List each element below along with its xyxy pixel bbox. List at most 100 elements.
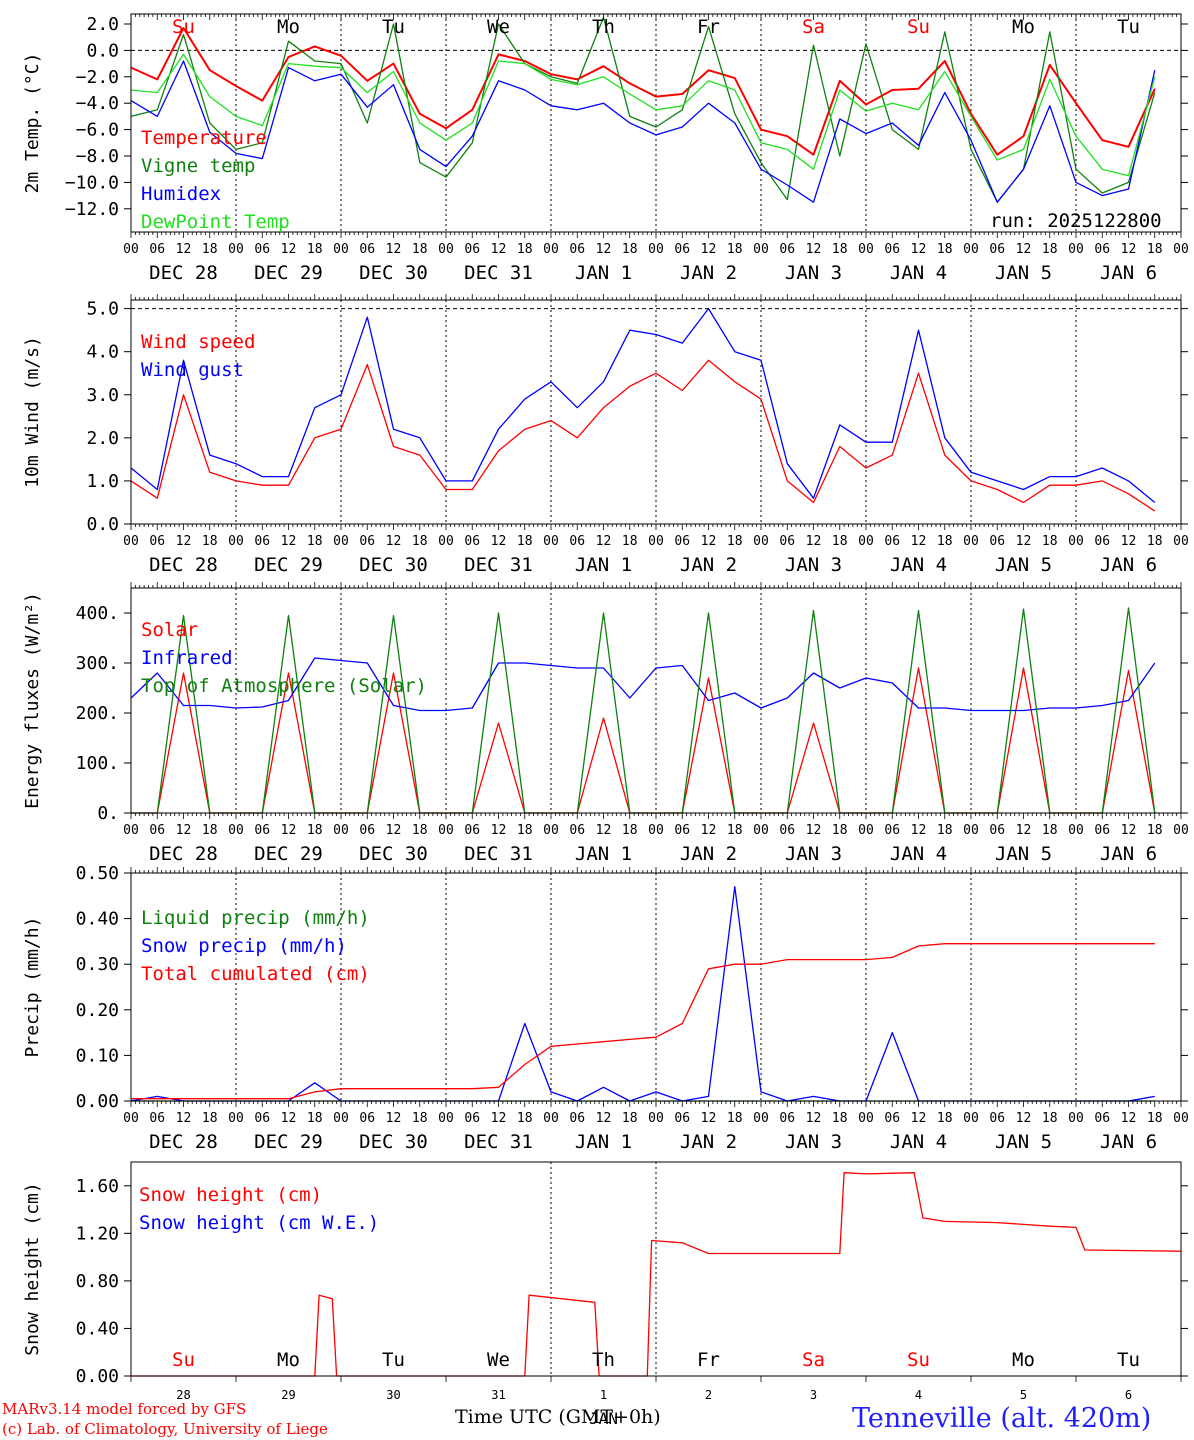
hour-tick-label: 06 [779, 823, 795, 838]
hour-tick-label: 06 [569, 242, 585, 257]
hour-tick-label: 12 [1016, 242, 1032, 257]
ytick-label: −8.0 [76, 146, 119, 167]
hour-tick-label: 18 [307, 823, 323, 838]
date-label: JAN 3 [785, 843, 842, 865]
hour-tick-label: 12 [806, 1111, 822, 1126]
weekday-label: Fr [697, 1349, 720, 1371]
ytick-label: 0.0 [86, 40, 119, 61]
series-wind-gust [130, 307, 1156, 504]
y-axis-label: 2m Temp. (°C) [22, 53, 43, 194]
date-label: JAN 3 [785, 1131, 842, 1153]
hour-tick-label: 18 [832, 1111, 848, 1126]
hour-tick-label: 18 [1042, 242, 1058, 257]
ytick-label: 0.0 [86, 514, 119, 535]
hour-tick-label: 12 [491, 242, 507, 257]
hour-tick-label: 00 [333, 534, 349, 549]
time-axis-label: Time UTC (GMT+0h) [455, 1406, 661, 1428]
legend-snow-precip-mm-h-: Snow precip (mm/h) [141, 935, 347, 957]
day-number-label: 1 [600, 1388, 607, 1402]
hour-tick-label: 00 [543, 534, 559, 549]
hour-tick-label: 18 [307, 534, 323, 549]
weekday-label: Th [592, 1349, 615, 1371]
hour-tick-label: 00 [753, 534, 769, 549]
date-label: DEC 30 [359, 1131, 428, 1153]
model-credit: MARv3.14 model forced by GFS [2, 1400, 247, 1418]
hour-tick-label: 06 [1094, 823, 1110, 838]
hour-tick-label: 00 [648, 534, 664, 549]
hour-tick-label: 12 [911, 242, 927, 257]
hour-tick-label: 00 [1068, 242, 1084, 257]
hour-tick-label: 18 [937, 1111, 953, 1126]
day-number-label: 29 [281, 1388, 295, 1402]
y-axis-label: 10m Wind (m/s) [22, 336, 43, 488]
ytick-label: 0.10 [76, 1045, 119, 1066]
date-label: DEC 30 [359, 262, 428, 284]
hour-tick-label: 18 [1147, 823, 1163, 838]
hour-tick-label: 06 [1094, 242, 1110, 257]
hour-tick-label: 00 [123, 1111, 139, 1126]
date-label: JAN 5 [995, 262, 1052, 284]
hour-tick-label: 06 [569, 1111, 585, 1126]
hour-tick-label: 12 [596, 534, 612, 549]
legend-liquid-precip-mm-h-: Liquid precip (mm/h) [141, 907, 370, 929]
hour-tick-label: 12 [596, 823, 612, 838]
ytick-label: 0.20 [76, 1000, 119, 1021]
ytick-label: 4.0 [86, 342, 119, 363]
frames-layer [124, 13, 1188, 1382]
hour-tick-label: 00 [648, 823, 664, 838]
date-label: JAN 3 [785, 554, 842, 576]
hour-tick-label: 00 [543, 823, 559, 838]
ytick-label: −2.0 [76, 67, 119, 88]
hour-tick-label: 12 [386, 823, 402, 838]
hour-tick-label: 06 [989, 823, 1005, 838]
hour-tick-label: 00 [858, 823, 874, 838]
hour-tick-label: 12 [911, 1111, 927, 1126]
ytick-label: −6.0 [76, 120, 119, 141]
date-label: JAN 3 [785, 262, 842, 284]
date-label: DEC 28 [149, 843, 218, 865]
ytick-label: 0.40 [76, 909, 119, 930]
ytick-label: 1.60 [76, 1176, 119, 1197]
hour-tick-label: 00 [753, 1111, 769, 1126]
hour-tick-label: 18 [412, 823, 428, 838]
hour-tick-label: 00 [438, 242, 454, 257]
series-humidex [130, 60, 1156, 203]
weekday-label: Su [172, 16, 195, 38]
hour-tick-label: 00 [858, 534, 874, 549]
series-infrared [130, 657, 1156, 712]
hour-tick-label: 18 [517, 534, 533, 549]
hour-tick-label: 00 [438, 823, 454, 838]
hour-tick-label: 00 [1068, 534, 1084, 549]
legend-solar: Solar [141, 619, 198, 641]
hour-tick-label: 12 [1121, 534, 1137, 549]
hour-tick-label: 12 [176, 534, 192, 549]
hour-tick-label: 12 [491, 1111, 507, 1126]
hour-tick-label: 18 [727, 823, 743, 838]
ytick-label: 0.30 [76, 954, 119, 975]
station-label: Tenneville (alt. 420m) [852, 1403, 1152, 1434]
date-label: DEC 30 [359, 843, 428, 865]
date-label: DEC 28 [149, 262, 218, 284]
hour-tick-label: 18 [412, 534, 428, 549]
hour-tick-label: 00 [123, 823, 139, 838]
hour-tick-label: 12 [701, 823, 717, 838]
ytick-label: 0.40 [76, 1318, 119, 1339]
date-label: JAN 4 [890, 554, 947, 576]
legend-total-cumulated-cm-: Total cumulated (cm) [141, 963, 370, 985]
weekday-label: Mo [277, 16, 300, 38]
date-label: JAN 5 [995, 843, 1052, 865]
hour-tick-label: 06 [464, 534, 480, 549]
hour-tick-label: 12 [1016, 534, 1032, 549]
hour-tick-label: 00 [123, 534, 139, 549]
ytick-label: −12.0 [65, 199, 119, 220]
hour-tick-label: 18 [1042, 534, 1058, 549]
hour-tick-label: 12 [386, 242, 402, 257]
hour-tick-label: 12 [176, 1111, 192, 1126]
hour-tick-label: 18 [202, 1111, 218, 1126]
series-wind-speed [130, 359, 1156, 512]
hour-tick-label: 12 [281, 823, 297, 838]
hour-tick-label: 06 [569, 823, 585, 838]
hour-tick-label: 06 [1094, 1111, 1110, 1126]
hour-tick-label: 18 [622, 1111, 638, 1126]
ytick-label: 0.00 [76, 1366, 119, 1387]
